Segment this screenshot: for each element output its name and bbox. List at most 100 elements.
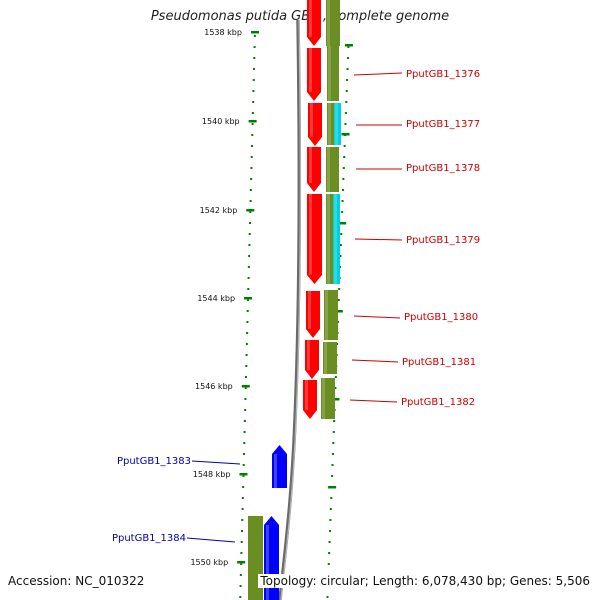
minor-tick-left	[246, 310, 249, 312]
minor-tick-right	[332, 431, 335, 433]
minor-tick-right	[342, 167, 345, 169]
scale-tick-label: 1550 kbp	[190, 558, 228, 567]
cds-arrow-shine	[266, 525, 269, 600]
major-tick	[250, 31, 259, 34]
minor-tick-left	[247, 277, 250, 279]
gene-label-leader	[353, 315, 401, 319]
minor-tick-right	[345, 101, 348, 103]
reverse-cds-arrow-1383[interactable]	[272, 445, 287, 488]
minor-tick-left	[249, 189, 252, 191]
map-title: Pseudomonas putida GB-1, complete genome	[150, 9, 450, 24]
minor-tick-right	[334, 376, 337, 378]
minor-tick-left	[246, 332, 249, 334]
gene-label-PputGB1_1377[interactable]: PputGB1_1377	[406, 119, 480, 130]
minor-tick-left	[243, 453, 246, 455]
minor-tick-right	[331, 453, 334, 455]
minor-tick-right	[343, 145, 346, 147]
cds-arrow-shine	[309, 147, 312, 183]
minor-tick-right	[341, 189, 344, 191]
minor-tick-left	[251, 134, 254, 136]
minor-tick-right	[339, 244, 342, 246]
gene-label-leader	[191, 460, 241, 465]
minor-tick-left	[250, 156, 253, 158]
forward-cds-arrow-5[interactable]	[307, 194, 322, 284]
gene-label-PputGB1_1376[interactable]: PputGB1_1376	[406, 69, 480, 80]
minor-tick-left	[241, 497, 244, 499]
forward-cds-arrow-4[interactable]	[307, 147, 321, 192]
forward-cds-arrow-6[interactable]	[306, 291, 320, 338]
minor-tick-left	[242, 486, 245, 488]
gene-label-leader	[353, 72, 403, 76]
cds-arrow-shine	[309, 0, 312, 37]
minor-tick-left	[252, 101, 255, 103]
major-tick	[244, 297, 253, 300]
gene-label-PputGB1_1378[interactable]: PputGB1_1378	[406, 163, 480, 174]
feature-track-segment	[324, 290, 338, 340]
minor-tick-right	[331, 475, 334, 477]
genome-backbone-highlight	[280, 19, 301, 600]
minor-tick-left	[240, 563, 243, 565]
gene-label-PputGB1_1384[interactable]: PputGB1_1384	[112, 533, 186, 544]
forward-cds-arrow-7[interactable]	[305, 340, 319, 379]
major-tick-right	[341, 133, 350, 136]
minor-tick-left	[245, 365, 248, 367]
major-tick	[239, 473, 248, 476]
minor-tick-left	[249, 211, 252, 213]
major-tick-right	[331, 398, 340, 401]
gene-label-PputGB1_1383[interactable]: PputGB1_1383	[117, 456, 191, 467]
gene-label-PputGB1_1379[interactable]: PputGB1_1379	[406, 235, 480, 246]
feature-track-segment	[334, 103, 341, 145]
forward-cds-arrow-1[interactable]	[307, 0, 321, 46]
minor-tick-left	[243, 431, 246, 433]
minor-tick-left	[247, 299, 250, 301]
feature-track-shine	[334, 194, 337, 284]
gene-label-PputGB1_1381[interactable]: PputGB1_1381	[402, 357, 476, 368]
gene-label-PputGB1_1380[interactable]: PputGB1_1380	[404, 312, 478, 323]
genome-backbone-line	[278, 19, 301, 600]
minor-tick-right	[346, 57, 349, 59]
minor-tick-right	[329, 508, 332, 510]
minor-tick-right	[341, 200, 344, 202]
minor-tick-left	[240, 541, 243, 543]
minor-tick-right	[328, 552, 331, 554]
minor-tick-left	[246, 321, 249, 323]
minor-tick-left	[242, 464, 245, 466]
minor-tick-right	[339, 266, 342, 268]
feature-track-shine	[327, 194, 330, 284]
minor-tick-right	[328, 541, 331, 543]
minor-tick-left	[251, 123, 254, 125]
forward-cds-arrow-8[interactable]	[303, 380, 317, 419]
forward-cds-arrow-2[interactable]	[307, 48, 321, 101]
minor-tick-left	[250, 167, 253, 169]
scale-tick-label: 1548 kbp	[193, 470, 231, 479]
minor-tick-right	[344, 123, 347, 125]
minor-tick-right	[343, 156, 346, 158]
minor-tick-right	[330, 497, 333, 499]
minor-tick-right	[334, 387, 337, 389]
minor-tick-right	[339, 255, 342, 257]
minor-tick-left	[253, 57, 256, 59]
minor-tick-left	[241, 530, 243, 532]
cds-arrow-shine	[308, 291, 311, 329]
minor-tick-left	[239, 585, 242, 587]
forward-cds-arrow-3[interactable]	[308, 103, 322, 146]
minor-tick-right	[326, 596, 329, 598]
gene-label-PputGB1_1382[interactable]: PputGB1_1382	[401, 397, 475, 408]
minor-tick-right	[336, 343, 339, 345]
minor-tick-left	[245, 343, 248, 345]
major-tick	[241, 385, 250, 388]
minor-tick-left	[244, 398, 247, 400]
feature-track-shine	[327, 0, 330, 46]
minor-tick-left	[248, 244, 251, 246]
minor-tick-right	[342, 178, 345, 180]
cds-arrow-shine	[307, 340, 310, 370]
minor-tick-left	[250, 178, 253, 180]
minor-tick-right	[345, 90, 348, 92]
major-tick-right	[334, 310, 343, 313]
major-tick-right	[328, 486, 337, 489]
feature-track-segment	[326, 194, 333, 284]
genome-summary-text: Topology: circular; Length: 6,078,430 bp…	[258, 574, 590, 588]
cds-arrow-shine	[305, 380, 308, 410]
minor-tick-left	[252, 79, 255, 81]
